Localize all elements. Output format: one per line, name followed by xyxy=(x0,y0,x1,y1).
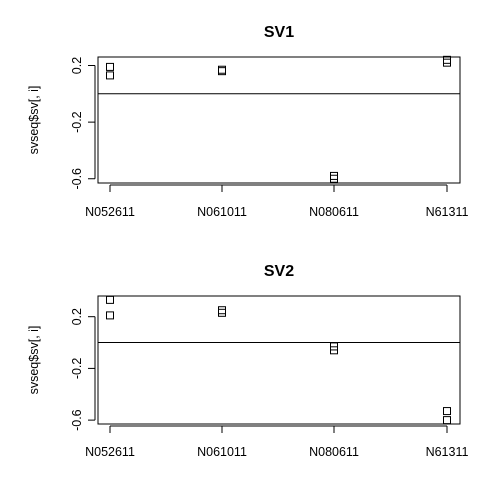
data-point-marker xyxy=(106,71,114,80)
y-tick-label: 0.2 xyxy=(70,308,84,325)
data-point-marker xyxy=(443,58,451,67)
data-point-marker xyxy=(106,62,114,71)
data-point-marker xyxy=(218,306,226,315)
chart-panel-1: SV1 N052611 N061011 N080611 N61311 0.2 -0.2 -0.… xyxy=(27,24,468,219)
plot-frame xyxy=(97,295,461,425)
x-tick-label: N052611 xyxy=(85,445,135,459)
data-point-marker xyxy=(330,346,338,355)
y-axis-title: svseq$sv[, i] xyxy=(27,86,41,155)
y-tick-label: -0.2 xyxy=(70,111,84,133)
y-tick-label: 0.2 xyxy=(70,57,84,74)
data-point-marker xyxy=(106,311,114,320)
x-tick-label: N61311 xyxy=(426,445,469,459)
chart-panel-2: SV2 N052611 N061011 N080611 N61311 0.2 -0.2 -0.… xyxy=(27,263,468,459)
y-axis-title: svseq$sv[, i] xyxy=(27,326,41,395)
y-tick-label: -0.2 xyxy=(70,358,84,380)
y-tick-label: -0.6 xyxy=(70,168,84,190)
x-tick-label: N61311 xyxy=(426,205,469,219)
chart-title: SV1 xyxy=(264,24,294,41)
data-point-marker xyxy=(106,295,114,304)
x-tick-label: N080611 xyxy=(309,205,359,219)
x-tick-label: N061011 xyxy=(197,445,247,459)
y-tick-label: -0.6 xyxy=(70,409,84,431)
x-tick-label: N052611 xyxy=(85,205,135,219)
data-point-marker xyxy=(443,407,451,416)
data-point-marker xyxy=(330,171,338,180)
x-tick-label: N061011 xyxy=(197,205,247,219)
data-point-marker xyxy=(330,174,338,183)
chart-title: SV2 xyxy=(264,263,294,280)
data-point-marker xyxy=(218,67,226,76)
data-point-marker xyxy=(218,308,226,317)
data-point-marker xyxy=(443,416,451,425)
plot-frame xyxy=(97,56,461,184)
x-tick-label: N080611 xyxy=(309,445,359,459)
